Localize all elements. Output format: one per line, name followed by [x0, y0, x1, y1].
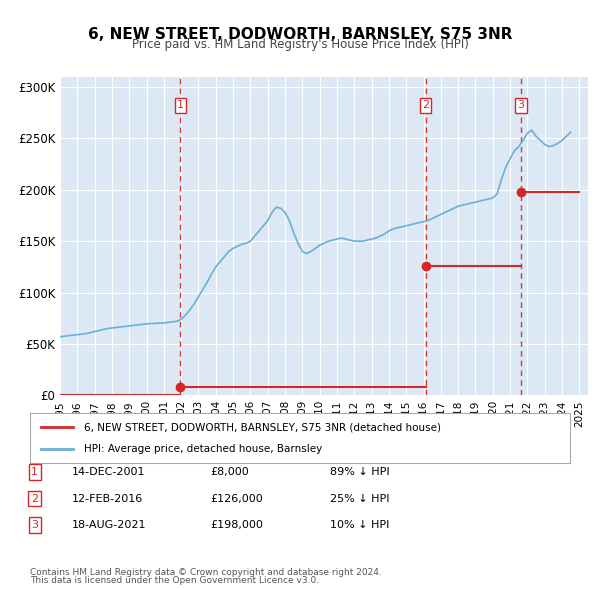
Text: 6, NEW STREET, DODWORTH, BARNSLEY, S75 3NR (detached house): 6, NEW STREET, DODWORTH, BARNSLEY, S75 3… [84, 422, 441, 432]
Text: 89% ↓ HPI: 89% ↓ HPI [330, 467, 389, 477]
Text: 18-AUG-2021: 18-AUG-2021 [72, 520, 146, 530]
Text: 1: 1 [177, 100, 184, 110]
Text: £198,000: £198,000 [210, 520, 263, 530]
Text: 25% ↓ HPI: 25% ↓ HPI [330, 494, 389, 503]
Text: 2: 2 [422, 100, 429, 110]
Text: 14-DEC-2001: 14-DEC-2001 [72, 467, 146, 477]
Text: 3: 3 [518, 100, 524, 110]
Text: Price paid vs. HM Land Registry's House Price Index (HPI): Price paid vs. HM Land Registry's House … [131, 38, 469, 51]
Text: £126,000: £126,000 [210, 494, 263, 503]
Text: HPI: Average price, detached house, Barnsley: HPI: Average price, detached house, Barn… [84, 444, 322, 454]
Text: 6, NEW STREET, DODWORTH, BARNSLEY, S75 3NR: 6, NEW STREET, DODWORTH, BARNSLEY, S75 3… [88, 27, 512, 41]
Text: Contains HM Land Registry data © Crown copyright and database right 2024.: Contains HM Land Registry data © Crown c… [30, 568, 382, 577]
Text: 1: 1 [31, 467, 38, 477]
Text: 3: 3 [31, 520, 38, 530]
Text: 2: 2 [31, 494, 38, 503]
Text: 12-FEB-2016: 12-FEB-2016 [72, 494, 143, 503]
Text: This data is licensed under the Open Government Licence v3.0.: This data is licensed under the Open Gov… [30, 576, 319, 585]
Text: 10% ↓ HPI: 10% ↓ HPI [330, 520, 389, 530]
Text: £8,000: £8,000 [210, 467, 249, 477]
